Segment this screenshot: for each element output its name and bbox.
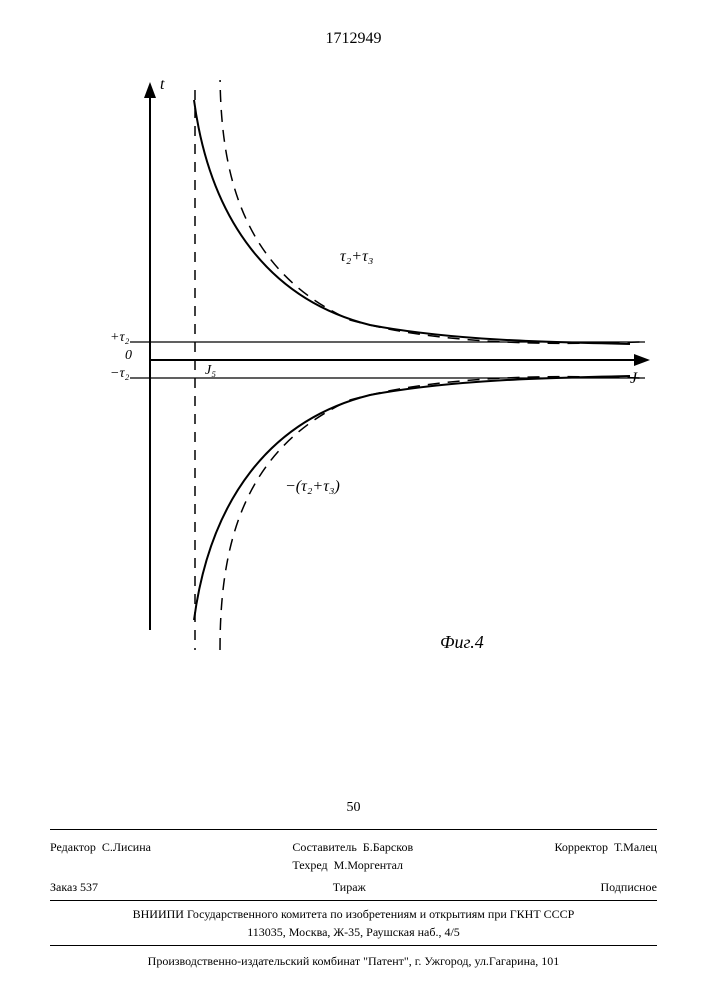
ytick-zero: 0 (125, 348, 132, 364)
ytick-pos: +τ₂ (110, 330, 129, 346)
corrector-cell: Корректор Т.Малец (555, 838, 657, 874)
y-axis-label: t (160, 76, 164, 94)
techred-name: М.Моргентал (334, 858, 403, 872)
corrector-name: Т.Малец (614, 840, 657, 854)
tirazh-label: Тираж (333, 878, 366, 896)
order-number: Заказ 537 (50, 878, 98, 896)
techred-label: Техред (292, 858, 327, 872)
corrector-label: Корректор (555, 840, 609, 854)
figure-caption: Фиг.4 (440, 632, 484, 653)
page-number: 50 (0, 800, 707, 816)
org-line: ВНИИПИ Государственного комитета по изоб… (50, 905, 657, 923)
xtick-j5: J₅ (205, 363, 216, 379)
editor-name: С.Лисина (102, 840, 151, 854)
printer-line: Производственно-издательский комбинат "П… (50, 946, 657, 970)
x-axis-label: J (630, 370, 637, 388)
editor-cell: Редактор С.Лисина (50, 838, 151, 874)
compiler-name: Б.Барсков (363, 840, 413, 854)
upper-curve-label: τ₂+τ₃ (340, 248, 373, 266)
ytick-neg: −τ₂ (110, 366, 129, 382)
patent-number: 1712949 (0, 30, 707, 48)
compiler-label: Составитель (292, 840, 356, 854)
figure-chart: t J +τ₂ 0 −τ₂ J₅ τ₂+τ₃ −(τ₂+τ₃) Фиг.4 (90, 80, 630, 680)
lower-curve-label: −(τ₂+τ₃) (285, 478, 340, 496)
footer-block: Редактор С.Лисина Составитель Б.Барсков … (50, 829, 657, 970)
subscription-label: Подписное (600, 878, 657, 896)
org-address: 113035, Москва, Ж-35, Раушская наб., 4/5 (50, 923, 657, 941)
editor-label: Редактор (50, 840, 96, 854)
compiler-cell: Составитель Б.Барсков Техред М.Моргентал (292, 838, 413, 874)
